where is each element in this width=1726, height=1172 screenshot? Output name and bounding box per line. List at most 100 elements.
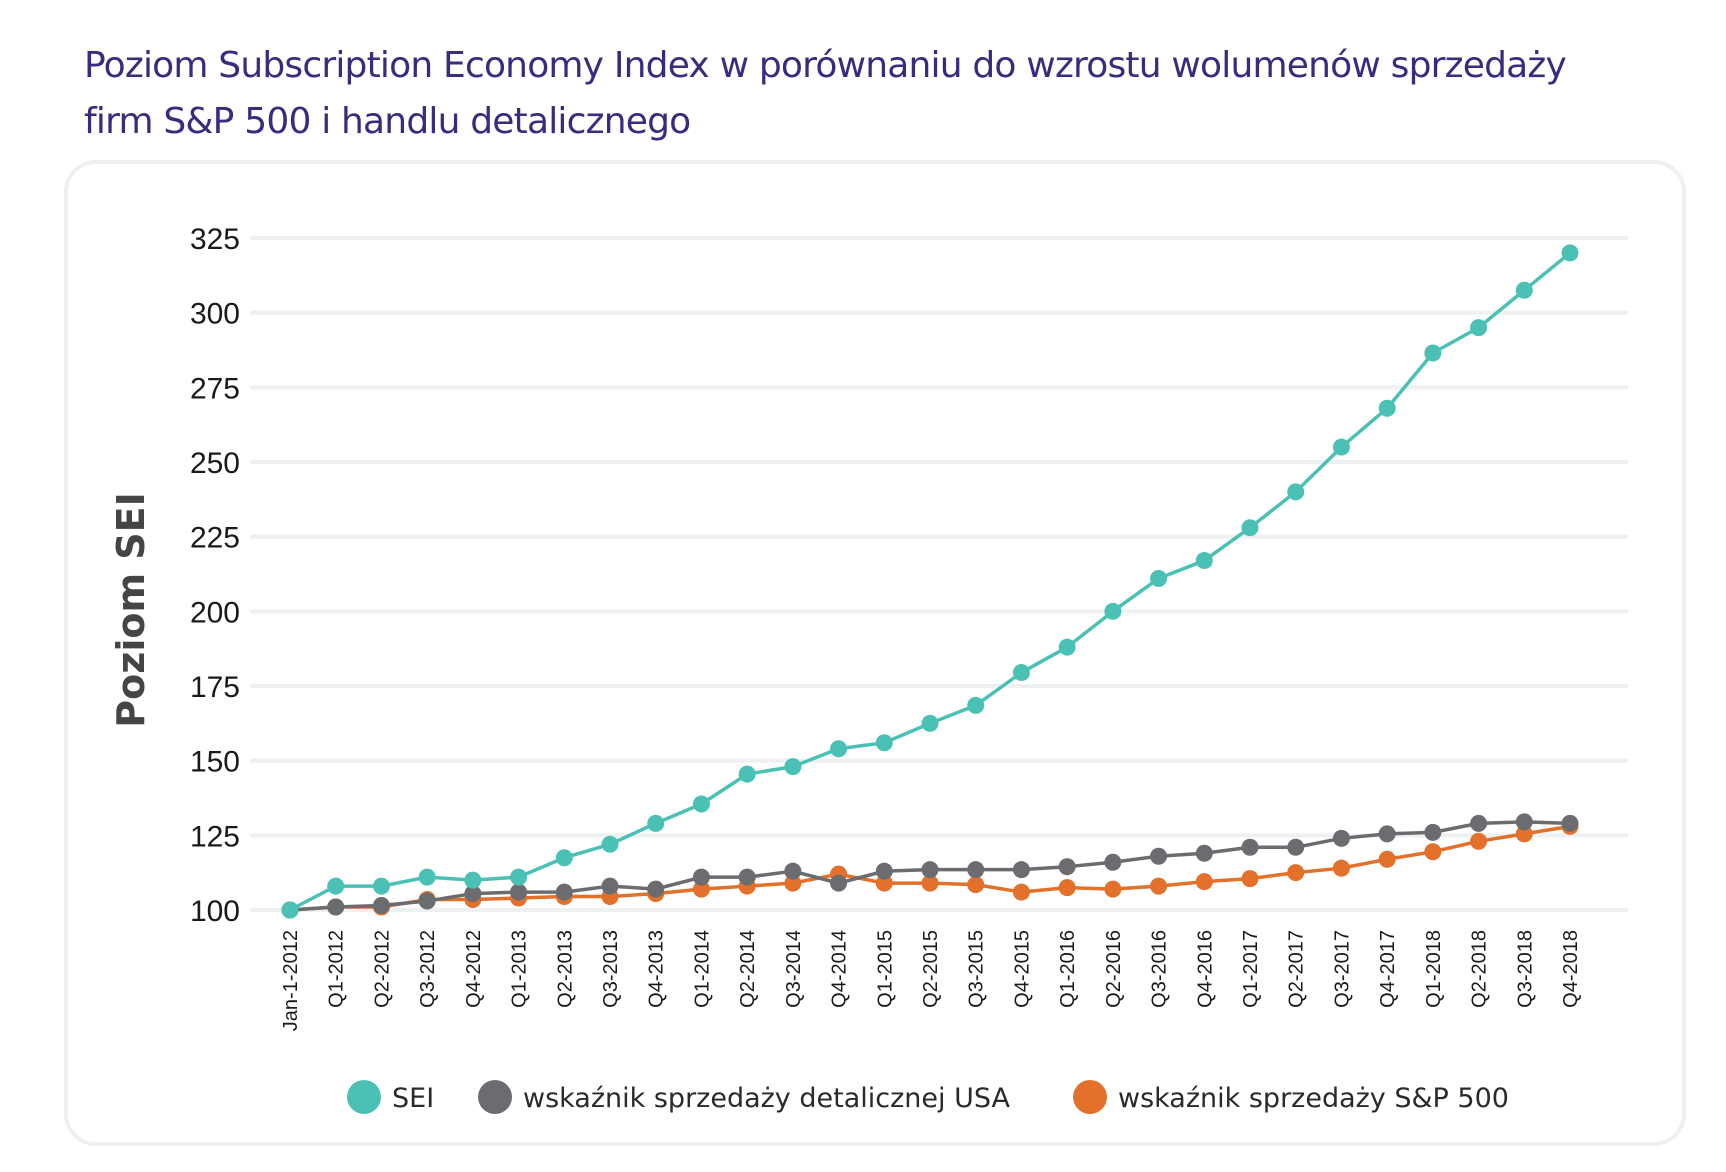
series-2 [281,244,1579,919]
x-tick-label: Q1-2014 [691,930,713,1008]
data-point [1104,602,1122,620]
data-point [692,868,710,886]
data-point [418,868,436,886]
data-point [418,892,436,910]
data-point [875,874,893,892]
y-tick-label: 300 [190,298,240,331]
x-tick-label: Q3-2015 [966,930,988,1008]
x-tick-label: Q1-2012 [326,930,348,1008]
chart-card [64,160,1686,1146]
data-point [1470,832,1488,850]
data-point [647,880,665,898]
data-point [372,877,390,895]
x-tick-label: Q4-2016 [1194,930,1216,1008]
y-tick-label: 225 [190,522,240,555]
data-point [1424,843,1442,861]
series-line [289,251,1572,912]
data-point [1150,877,1168,895]
legend-item: wskaźnik sprzedaży detalicznej USA [478,1080,1010,1114]
x-tick-label: Q4-2012 [463,930,485,1008]
data-point [692,880,710,898]
data-point [967,876,985,894]
data-point [921,714,939,732]
legend-marker-icon [1073,1080,1107,1114]
y-tick-label: 175 [190,671,240,704]
data-point [327,877,345,895]
x-tick-label: Q4-2015 [1011,930,1033,1008]
data-point [1058,879,1076,897]
chart-title-line-2: firm S&P 500 i handlu detalicznego [84,101,691,142]
data-point [875,734,893,752]
x-tick-label: Q2-2018 [1469,930,1491,1008]
series-group [281,244,1579,919]
data-point [327,898,345,916]
data-point [1332,829,1350,847]
x-tick-label: Q1-2018 [1423,930,1445,1008]
data-point [1470,814,1488,832]
series-1 [281,813,1579,919]
data-point [967,861,985,879]
data-point [967,696,985,714]
legend-label: wskaźnik sprzedaży detalicznej USA [523,1083,1010,1114]
data-point [1195,552,1213,570]
x-tick-label: Q1-2013 [509,930,531,1008]
x-tick-label: Q1-2017 [1240,930,1262,1008]
legend-marker-icon [347,1080,381,1114]
x-tick-label: Q4-2017 [1377,930,1399,1008]
data-point [372,897,390,915]
data-point [510,868,528,886]
data-point [1470,319,1488,337]
data-point [1287,864,1305,882]
x-tick-label: Q3-2017 [1331,930,1353,1008]
data-point [1241,838,1259,856]
x-tick-label: Q4-2013 [646,930,668,1008]
x-tick-label: Q4-2018 [1560,930,1582,1008]
data-point [875,862,893,880]
data-point [601,835,619,853]
y-tick-label: 275 [190,372,240,405]
data-point [738,868,756,886]
y-tick-label: 150 [190,746,240,779]
x-tick-label: Q1-2015 [874,930,896,1008]
data-point [1378,825,1396,843]
y-tick-label: 325 [190,223,240,256]
data-point [1104,880,1122,898]
data-point [555,883,573,901]
data-point [510,883,528,901]
data-point [281,901,299,919]
data-point [1378,399,1396,417]
legend: SEI wskaźnik sprzedaży detalicznej USA wsk… [347,1080,1509,1114]
data-point [1241,519,1259,537]
gridlines [250,236,1628,912]
data-point [1287,838,1305,856]
data-point [784,862,802,880]
data-point [1515,813,1533,831]
data-point [1561,814,1579,832]
data-point [1287,483,1305,501]
y-axis-label: Poziom SEI [109,492,153,728]
data-point [464,885,482,903]
data-point [1424,823,1442,841]
data-point [830,740,848,758]
y-tick-label: 200 [190,596,240,629]
data-point [692,795,710,813]
x-tick-label: Q4-2014 [829,930,851,1008]
x-tick-label: Q2-2014 [737,930,759,1008]
y-axis-ticks: 100 125 150 175 200 225 250 275 300 325 [190,223,240,928]
x-tick-label: Q3-2016 [1149,930,1171,1008]
x-tick-label: Q2-2017 [1286,930,1308,1008]
x-tick-label: Jan-1-2012 [280,930,302,1031]
data-point [1561,244,1579,262]
data-point [464,871,482,889]
data-point [1378,850,1396,868]
x-axis-ticks: Jan-1-2012 Q1-2012 Q2-2012 Q3-2012 Q4-2012 Q1… [280,930,1582,1031]
x-tick-label: Q2-2016 [1103,930,1125,1008]
chart-title-line-1: Poziom Subscription Economy Index w poró… [84,45,1567,86]
data-point [1150,569,1168,587]
data-point [1058,858,1076,876]
data-point [555,849,573,867]
data-point [1012,883,1030,901]
x-tick-label: Q3-2018 [1514,930,1536,1008]
legend-label: SEI [392,1083,434,1114]
data-point [1241,870,1259,888]
